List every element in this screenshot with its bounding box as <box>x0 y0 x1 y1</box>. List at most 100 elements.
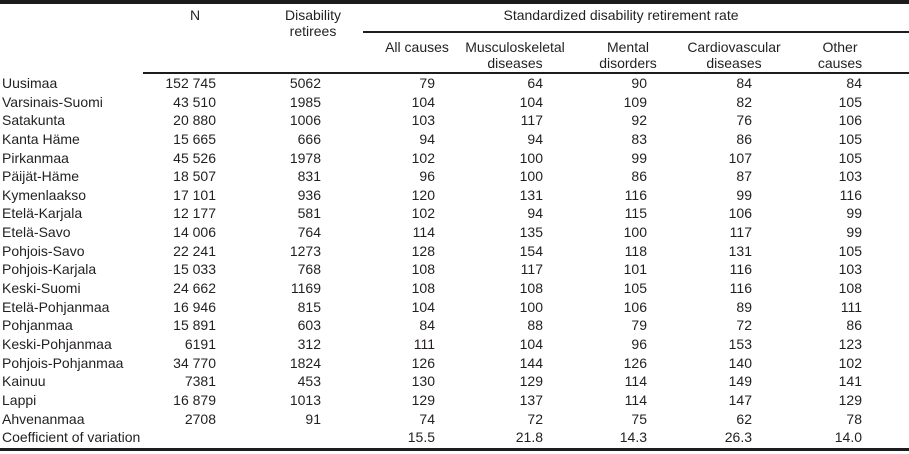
rate-musculoskeletal-cell: 137 <box>519 391 543 408</box>
rate-mental-cell: 106 <box>623 298 647 315</box>
region-cell: Pohjois-Savo <box>2 242 85 259</box>
rate-cardiovascular-cell: 107 <box>728 149 752 166</box>
region-cell: Päijät-Häme <box>2 168 80 185</box>
group-header-standardized-rate: Standardized disability retirement rate <box>503 7 739 23</box>
rate-cardiovascular-cell: 116 <box>729 261 752 278</box>
rate-other-cell: 129 <box>838 391 862 408</box>
n-cell: 16 946 <box>173 298 216 315</box>
region-cell: Varsinais-Suomi <box>2 93 103 110</box>
rate-cardiovascular-cell: 62 <box>736 410 752 427</box>
rate-mental-cell: 83 <box>631 130 647 147</box>
rate-all-causes-cell: 84 <box>419 317 435 334</box>
n-cell: 24 662 <box>173 280 216 297</box>
rate-mental-cell: 118 <box>624 242 647 259</box>
rate-cardiovascular-cell: 147 <box>728 391 752 408</box>
rate-mental-cell: 14.3 <box>619 429 647 446</box>
rate-cardiovascular-cell: 84 <box>736 75 752 91</box>
rate-mental-cell: 115 <box>624 205 647 222</box>
rate-other-cell: 116 <box>839 186 862 203</box>
rate-other-cell: 111 <box>840 298 862 315</box>
table-row: Etelä-Karjala 12 177 581 102 94 115 106 … <box>0 204 909 223</box>
rate-musculoskeletal-cell: 21.8 <box>515 429 543 446</box>
table-row: Varsinais-Suomi 43 510 1985 104 104 109 … <box>0 93 909 112</box>
column-header-other-causes: Other causes <box>785 39 895 71</box>
n-cell: 16 879 <box>173 391 216 408</box>
retirees-cell: 1985 <box>289 93 321 110</box>
n-cell: 2708 <box>184 410 216 427</box>
rate-musculoskeletal-cell: 131 <box>519 186 543 203</box>
group-header-underline-rule <box>363 31 909 33</box>
n-cell: 6191 <box>184 335 216 352</box>
rate-mental-cell: 92 <box>631 112 647 129</box>
retirees-cell: 1978 <box>289 149 321 166</box>
column-header-mental-line2: disorders <box>599 55 657 71</box>
n-cell: 17 101 <box>173 186 216 203</box>
table-row: Etelä-Pohjanmaa 16 946 815 104 100 106 8… <box>0 298 909 317</box>
rate-other-cell: 102 <box>838 354 862 371</box>
retirees-cell: 831 <box>297 168 321 185</box>
region-cell: Ahvenanmaa <box>2 410 85 427</box>
column-header-musculoskeletal-diseases: Musculoskeletal diseases <box>459 39 571 71</box>
rate-all-causes-cell: 96 <box>419 168 435 185</box>
rate-mental-cell: 116 <box>624 186 647 203</box>
region-cell: Etelä-Savo <box>2 224 71 241</box>
rate-all-causes-cell: 102 <box>411 205 435 222</box>
retirees-cell: 815 <box>297 298 321 315</box>
retirees-cell: 1006 <box>289 112 321 129</box>
n-cell: 14 006 <box>173 224 216 241</box>
rate-musculoskeletal-cell: 72 <box>527 410 543 427</box>
column-header-n: N <box>189 7 201 23</box>
rate-cardiovascular-cell: 89 <box>736 298 752 315</box>
rate-other-cell: 105 <box>838 93 862 110</box>
table-row: Pohjois-Pohjanmaa 34 770 1824 126 144 12… <box>0 354 909 373</box>
table-row: Pirkanmaa 45 526 1978 102 100 99 107 105 <box>0 149 909 168</box>
rate-other-cell: 108 <box>838 280 862 297</box>
region-cell: Keski-Pohjanmaa <box>2 335 112 352</box>
rate-other-cell: 141 <box>838 373 862 390</box>
rate-all-causes-cell: 111 <box>413 335 435 352</box>
rate-mental-cell: 96 <box>631 335 647 352</box>
rate-mental-cell: 109 <box>623 93 647 110</box>
rate-other-cell: 106 <box>838 112 862 129</box>
rate-musculoskeletal-cell: 117 <box>520 112 543 129</box>
retirees-cell: 1824 <box>289 354 321 371</box>
n-cell: 15 665 <box>173 130 216 147</box>
table-row: Kainuu 7381 453 130 129 114 149 141 <box>0 372 909 391</box>
rate-other-cell: 105 <box>838 149 862 166</box>
rate-other-cell: 78 <box>846 410 862 427</box>
retirees-cell: 603 <box>297 317 321 334</box>
retirees-cell: 764 <box>297 224 321 241</box>
rate-musculoskeletal-cell: 88 <box>527 317 543 334</box>
rate-musculoskeletal-cell: 117 <box>520 261 543 278</box>
rate-all-causes-cell: 108 <box>411 261 435 278</box>
rate-cardiovascular-cell: 72 <box>736 317 752 334</box>
retirees-cell: 1169 <box>290 280 321 297</box>
rate-musculoskeletal-cell: 135 <box>519 224 543 241</box>
column-header-disability-retirees-line2: retirees <box>289 23 337 39</box>
table-row: Päijät-Häme 18 507 831 96 100 86 87 103 <box>0 167 909 186</box>
rate-cardiovascular-cell: 86 <box>736 130 752 147</box>
top-border-rule <box>0 0 909 4</box>
region-cell: Coefficient of variation <box>2 429 141 446</box>
rate-other-cell: 86 <box>846 317 862 334</box>
table-row: Lappi 16 879 1013 129 137 114 147 129 <box>0 391 909 410</box>
rate-cardiovascular-cell: 117 <box>729 224 752 241</box>
rate-all-causes-cell: 114 <box>412 224 435 241</box>
rate-mental-cell: 79 <box>631 317 647 334</box>
rate-mental-cell: 114 <box>624 391 647 408</box>
rate-musculoskeletal-cell: 108 <box>519 280 543 297</box>
rate-other-cell: 105 <box>838 130 862 147</box>
rate-all-causes-cell: 126 <box>411 354 435 371</box>
rate-cardiovascular-cell: 106 <box>728 205 752 222</box>
column-header-musculoskeletal-line2: diseases <box>487 55 543 71</box>
retirees-cell: 312 <box>297 335 321 352</box>
column-header-disability-retirees: Disability retirees <box>258 7 368 39</box>
region-cell: Keski-Suomi <box>2 280 81 297</box>
rate-all-causes-cell: 129 <box>411 391 435 408</box>
rate-musculoskeletal-cell: 129 <box>519 373 543 390</box>
rate-other-cell: 99 <box>846 205 862 222</box>
rate-other-cell: 14.0 <box>834 429 862 446</box>
region-cell: Uusimaa <box>2 75 58 91</box>
rate-all-causes-cell: 94 <box>419 130 435 147</box>
